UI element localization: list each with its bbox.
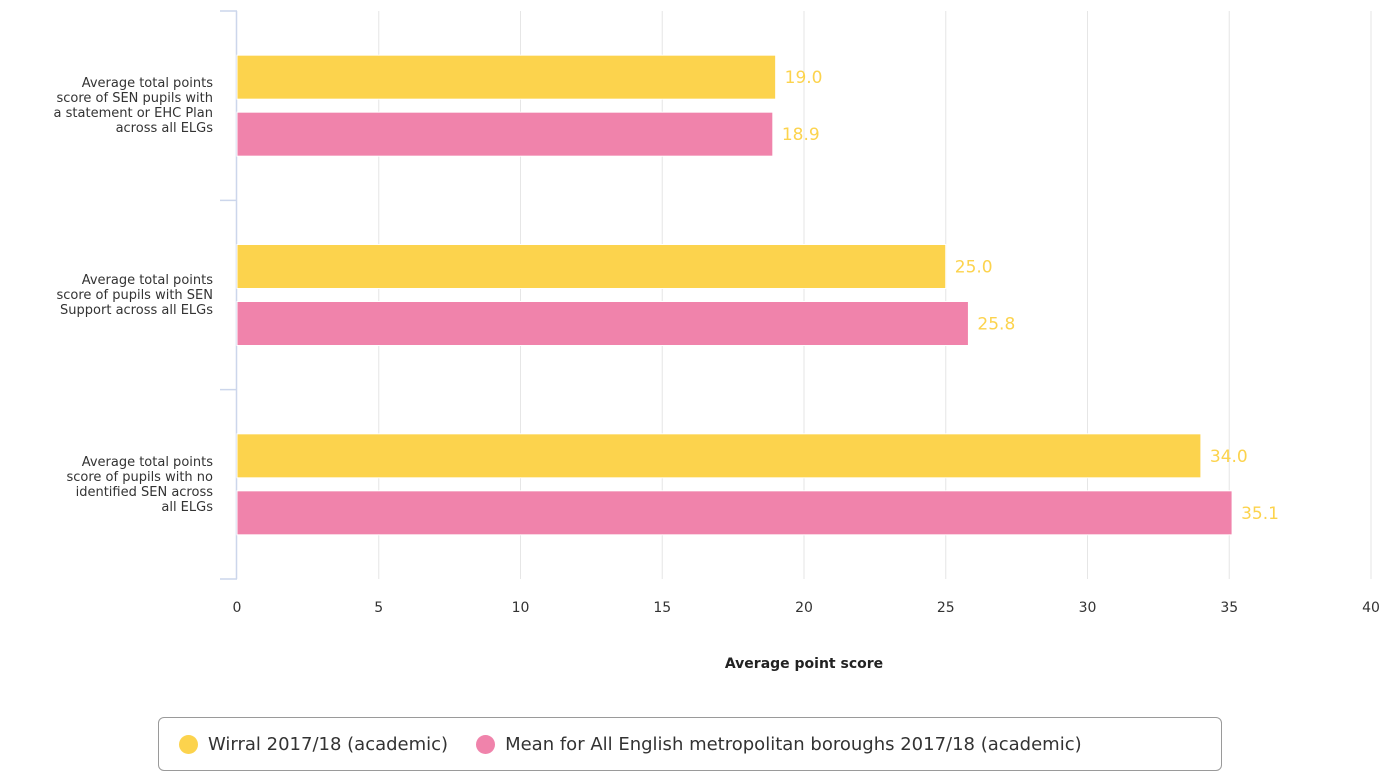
category-label-line: identified SEN across bbox=[76, 485, 214, 500]
legend-item-mean[interactable]: Mean for All English metropolitan boroug… bbox=[476, 734, 1082, 755]
bar[interactable] bbox=[236, 244, 947, 289]
legend-label: Mean for All English metropolitan boroug… bbox=[505, 733, 1082, 755]
x-tick-label: 15 bbox=[653, 600, 671, 616]
category-label-line: a statement or EHC Plan bbox=[54, 106, 213, 121]
legend-dot-icon bbox=[476, 734, 496, 754]
x-tick-label: 0 bbox=[233, 600, 242, 616]
x-tick-label: 5 bbox=[374, 600, 383, 616]
x-tick-label: 35 bbox=[1220, 600, 1238, 616]
data-label: 25.8 bbox=[977, 315, 1015, 335]
bar-chart: 19.0 18.9 25.0 25.8 34.0 35.1 0 5 10 15 20 25 30 35 4… bbox=[54, 10, 1380, 672]
x-axis-ticks: 0 5 10 15 20 25 30 35 40 bbox=[233, 600, 1380, 616]
bar[interactable] bbox=[236, 490, 1233, 536]
bar[interactable] bbox=[236, 54, 777, 100]
category-label-line: score of pupils with no bbox=[66, 470, 213, 485]
data-label: 35.1 bbox=[1241, 504, 1279, 524]
data-label: 25.0 bbox=[955, 258, 993, 278]
data-label: 34.0 bbox=[1210, 447, 1248, 467]
category-label: Average total points score of pupils with… bbox=[66, 455, 213, 515]
category-label-line: Average total points bbox=[82, 76, 214, 91]
category-label-line: Average total points bbox=[82, 273, 214, 288]
y-axis bbox=[220, 10, 238, 580]
x-tick-label: 10 bbox=[512, 600, 530, 616]
bar[interactable] bbox=[236, 111, 774, 157]
gridlines bbox=[378, 11, 1372, 579]
category-label-line: across all ELGs bbox=[116, 121, 214, 136]
x-tick-label: 30 bbox=[1079, 600, 1097, 616]
data-labels: 19.0 18.9 25.0 25.8 34.0 35.1 bbox=[782, 68, 1279, 524]
bar[interactable] bbox=[236, 433, 1202, 479]
x-tick-label: 25 bbox=[937, 600, 955, 616]
category-label-line: Average total points bbox=[82, 455, 214, 470]
category-labels: Average total points score of SEN pupils … bbox=[54, 76, 214, 515]
legend: Wirral 2017/18 (academic) Mean for All E… bbox=[158, 717, 1222, 771]
category-label: Average total points score of pupils with… bbox=[56, 273, 213, 318]
legend-label: Wirral 2017/18 (academic) bbox=[208, 733, 449, 755]
data-label: 19.0 bbox=[785, 68, 823, 88]
x-axis-title: Average point score bbox=[725, 656, 883, 672]
bar[interactable] bbox=[236, 301, 969, 346]
category-label-line: score of SEN pupils with bbox=[56, 91, 213, 106]
legend-dot-icon bbox=[179, 734, 198, 754]
data-label: 18.9 bbox=[782, 125, 820, 145]
x-tick-label: 40 bbox=[1362, 600, 1380, 616]
legend-item-wirral[interactable]: Wirral 2017/18 (academic) bbox=[179, 734, 448, 755]
category-label-line: Support across all ELGs bbox=[60, 303, 213, 318]
category-label: Average total points score of SEN pupils … bbox=[54, 76, 214, 136]
x-tick-label: 20 bbox=[795, 600, 813, 616]
category-label-line: all ELGs bbox=[161, 500, 213, 515]
category-label-line: score of pupils with SEN bbox=[56, 288, 213, 303]
bars bbox=[236, 54, 1233, 536]
